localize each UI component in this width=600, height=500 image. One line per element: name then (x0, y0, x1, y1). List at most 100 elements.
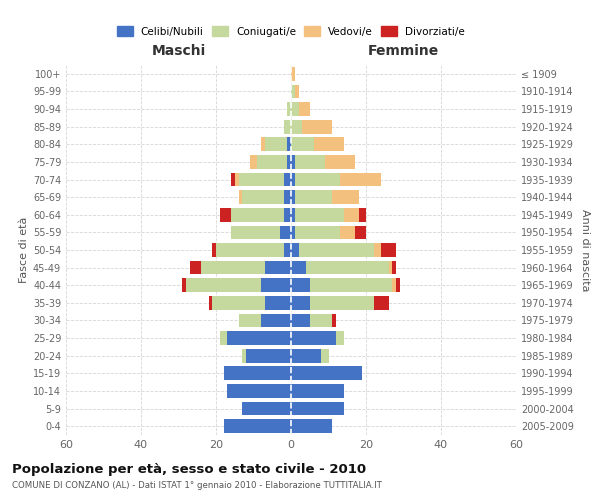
Bar (186, 278, 261, 292)
Bar (261, 314, 291, 328)
Bar (227, 384, 291, 398)
Bar (291, 402, 343, 415)
Bar (310, 314, 332, 328)
Bar (261, 138, 265, 151)
Bar (284, 190, 291, 204)
Bar (389, 260, 392, 274)
Bar (343, 208, 359, 222)
Bar (291, 102, 299, 116)
Bar (287, 102, 291, 116)
Bar (291, 67, 295, 80)
Bar (291, 243, 299, 257)
Bar (302, 120, 332, 134)
Bar (321, 349, 329, 362)
Bar (291, 331, 336, 345)
Bar (239, 172, 284, 186)
Bar (261, 278, 291, 292)
Bar (182, 278, 186, 292)
Bar (359, 208, 366, 222)
Text: Popolazione per età, sesso e stato civile - 2010: Popolazione per età, sesso e stato civil… (12, 462, 366, 475)
Bar (280, 226, 291, 239)
Bar (265, 138, 287, 151)
Bar (381, 243, 396, 257)
Bar (336, 331, 343, 345)
Bar (239, 190, 242, 204)
Bar (291, 138, 314, 151)
Bar (306, 260, 389, 274)
Bar (310, 278, 392, 292)
Bar (287, 138, 291, 151)
Bar (291, 120, 302, 134)
Bar (291, 208, 295, 222)
Bar (291, 172, 295, 186)
Bar (310, 296, 373, 310)
Bar (201, 260, 265, 274)
Bar (239, 314, 261, 328)
Bar (265, 260, 291, 274)
Bar (227, 331, 291, 345)
Bar (291, 384, 343, 398)
Bar (291, 155, 295, 169)
Bar (291, 226, 295, 239)
Bar (220, 331, 227, 345)
Bar (231, 226, 280, 239)
Bar (242, 402, 291, 415)
Bar (314, 138, 343, 151)
Bar (355, 226, 366, 239)
Bar (299, 243, 373, 257)
Bar (396, 278, 400, 292)
Bar (212, 296, 265, 310)
Bar (299, 102, 310, 116)
Bar (291, 260, 306, 274)
Bar (295, 226, 340, 239)
Bar (242, 190, 284, 204)
Bar (332, 314, 336, 328)
Bar (325, 155, 355, 169)
Bar (295, 190, 332, 204)
Bar (291, 420, 332, 433)
Bar (340, 226, 355, 239)
Bar (284, 120, 291, 134)
Bar (231, 172, 235, 186)
Bar (291, 84, 295, 98)
Bar (392, 278, 396, 292)
Bar (212, 243, 216, 257)
Bar (295, 172, 340, 186)
Bar (295, 208, 343, 222)
Bar (291, 190, 295, 204)
Bar (295, 155, 325, 169)
Text: COMUNE DI CONZANO (AL) - Dati ISTAT 1° gennaio 2010 - Elaborazione TUTTITALIA.IT: COMUNE DI CONZANO (AL) - Dati ISTAT 1° g… (12, 481, 382, 490)
Bar (392, 260, 396, 274)
Text: Femmine: Femmine (368, 44, 439, 58)
Bar (332, 190, 359, 204)
Bar (231, 208, 284, 222)
Bar (284, 243, 291, 257)
Bar (190, 260, 201, 274)
Y-axis label: Fasce di età: Fasce di età (19, 217, 29, 283)
Bar (223, 366, 291, 380)
Bar (265, 296, 291, 310)
Bar (340, 172, 381, 186)
Bar (284, 172, 291, 186)
Bar (291, 296, 310, 310)
Bar (291, 278, 310, 292)
Bar (235, 172, 239, 186)
Bar (223, 420, 291, 433)
Legend: Celibi/Nubili, Coniugati/e, Vedovi/e, Divorziati/e: Celibi/Nubili, Coniugati/e, Vedovi/e, Di… (113, 22, 469, 40)
Bar (291, 349, 321, 362)
Text: Maschi: Maschi (151, 44, 206, 58)
Bar (291, 366, 362, 380)
Bar (242, 349, 246, 362)
Bar (250, 155, 257, 169)
Bar (257, 155, 287, 169)
Bar (220, 208, 231, 222)
Bar (284, 208, 291, 222)
Bar (295, 84, 299, 98)
Bar (216, 243, 284, 257)
Bar (373, 243, 381, 257)
Bar (209, 296, 212, 310)
Bar (373, 296, 389, 310)
Bar (246, 349, 291, 362)
Bar (291, 314, 310, 328)
Y-axis label: Anni di nascita: Anni di nascita (580, 209, 590, 291)
